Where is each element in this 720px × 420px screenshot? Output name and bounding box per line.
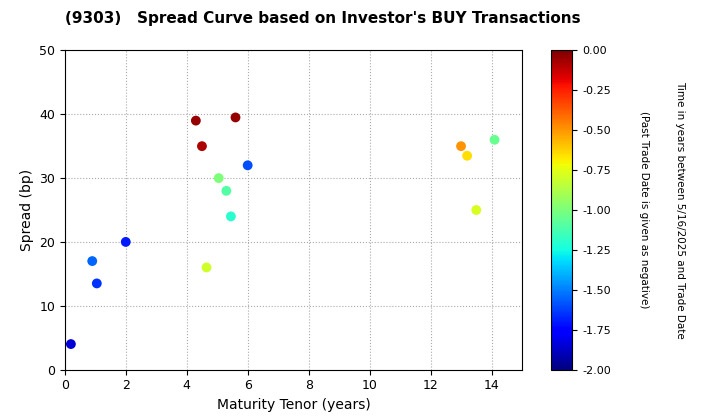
Point — [225, 213, 237, 220]
Point — [65, 341, 76, 347]
Point — [91, 280, 102, 287]
Point — [120, 239, 132, 245]
Point — [86, 258, 98, 265]
Point — [213, 175, 225, 181]
Point — [471, 207, 482, 213]
Point — [196, 143, 207, 150]
Point — [190, 117, 202, 124]
Text: (Past Trade Date is given as negative): (Past Trade Date is given as negative) — [639, 111, 649, 309]
Point — [220, 187, 232, 194]
Text: Time in years between 5/16/2025 and Trade Date: Time in years between 5/16/2025 and Trad… — [675, 81, 685, 339]
Y-axis label: Spread (bp): Spread (bp) — [19, 169, 34, 251]
Text: (9303)   Spread Curve based on Investor's BUY Transactions: (9303) Spread Curve based on Investor's … — [65, 10, 580, 26]
Point — [230, 114, 241, 121]
Point — [201, 264, 212, 271]
Point — [455, 143, 467, 150]
Point — [242, 162, 253, 169]
Point — [462, 152, 473, 159]
Point — [489, 136, 500, 143]
X-axis label: Maturity Tenor (years): Maturity Tenor (years) — [217, 398, 370, 412]
